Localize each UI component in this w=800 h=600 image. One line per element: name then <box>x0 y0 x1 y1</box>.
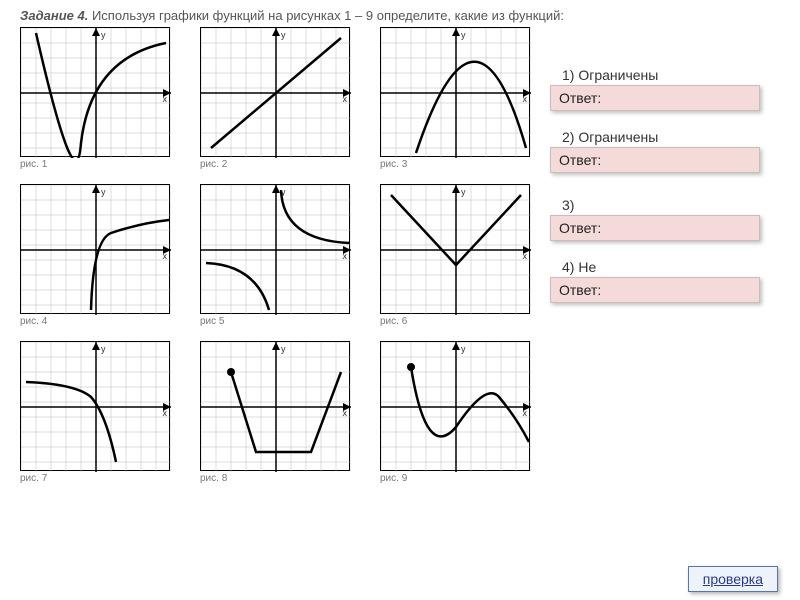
x-axis-label: x <box>523 251 528 261</box>
question-4: 4) Не Ответ: <box>550 259 780 303</box>
plot-caption: рис. 1 <box>20 159 170 170</box>
plot-box: y x <box>380 27 530 157</box>
plot-cell: y x рис. 4 <box>20 184 170 335</box>
x-axis-label: x <box>343 251 348 261</box>
y-axis-label: y <box>281 187 286 197</box>
plot-caption: рис. 4 <box>20 316 170 327</box>
question-3: 3) Ответ: <box>550 197 780 241</box>
plot-caption: рис. 7 <box>20 473 170 484</box>
answer-box-2[interactable]: Ответ: <box>550 147 760 173</box>
answer-prefix: Ответ: <box>559 282 601 298</box>
question-1: 1) Ограничены Ответ: <box>550 67 780 111</box>
y-axis-label: y <box>101 344 106 354</box>
plot-box: y x <box>20 184 170 314</box>
question-2-label: 2) Ограничены <box>550 129 780 145</box>
question-2: 2) Ограничены Ответ: <box>550 129 780 173</box>
plot-cell: y x рис. 7 <box>20 341 170 492</box>
plot-box: y x <box>380 184 530 314</box>
questions-panel: 1) Ограничены Ответ: 2) Ограничены Ответ… <box>550 67 780 492</box>
plots-grid: 2) y x рис. 1 <box>20 27 530 492</box>
plot-box: y x <box>20 341 170 471</box>
y-axis-label: y <box>461 344 466 354</box>
check-button-label: проверка <box>703 571 763 587</box>
task-title: Задание 4. Используя графики функций на … <box>20 8 780 23</box>
y-axis-label: y <box>101 30 106 40</box>
plot-caption: рис. 2 <box>200 159 350 170</box>
plot-caption: рис. 8 <box>200 473 350 484</box>
y-axis-label: y <box>461 187 466 197</box>
plot-cell: y x рис. 1 <box>20 27 170 178</box>
answer-box-1[interactable]: Ответ: <box>550 85 760 111</box>
plot-cell: y x рис. 2 <box>200 27 350 178</box>
x-axis-label: x <box>163 408 168 418</box>
check-button[interactable]: проверка <box>688 566 778 592</box>
question-1-label: 1) Ограничены <box>550 67 780 83</box>
plot-box: y x <box>200 27 350 157</box>
plot-cell: y x рис. 9 <box>380 341 530 492</box>
plot-box: y x <box>200 184 350 314</box>
plot-box: y x <box>200 341 350 471</box>
plot-box: y x <box>20 27 170 157</box>
x-axis-label: x <box>163 251 168 261</box>
x-axis-label: x <box>523 94 528 104</box>
question-3-label: 3) <box>550 197 780 213</box>
answer-box-3[interactable]: Ответ: <box>550 215 760 241</box>
question-4-label: 4) Не <box>550 259 780 275</box>
answer-box-4[interactable]: Ответ: <box>550 277 760 303</box>
x-axis-label: x <box>523 408 528 418</box>
y-axis-label: y <box>281 344 286 354</box>
answer-prefix: Ответ: <box>559 90 601 106</box>
y-axis-label: y <box>461 30 466 40</box>
plot-caption: рис. 3 <box>380 159 530 170</box>
plot-cell: y x рис. 6 <box>380 184 530 335</box>
task-prefix: Задание 4. <box>20 8 88 23</box>
y-axis-label: y <box>281 30 286 40</box>
plot-caption: рис. 9 <box>380 473 530 484</box>
y-axis-label: y <box>101 187 106 197</box>
plot-caption: рис 5 <box>200 316 350 327</box>
plot-box: y x <box>380 341 530 471</box>
plot-cell: y x рис. 3 <box>380 27 530 178</box>
x-axis-label: x <box>163 94 168 104</box>
x-axis-label: x <box>343 408 348 418</box>
x-axis-label: x <box>343 94 348 104</box>
plot-cell: y x рис. 8 <box>200 341 350 492</box>
answer-prefix: Ответ: <box>559 152 601 168</box>
plot-cell: y x рис 5 <box>200 184 350 335</box>
plot-caption: рис. 6 <box>380 316 530 327</box>
answer-prefix: Ответ: <box>559 220 601 236</box>
task-text: Используя графики функций на рисунках 1 … <box>92 8 564 23</box>
